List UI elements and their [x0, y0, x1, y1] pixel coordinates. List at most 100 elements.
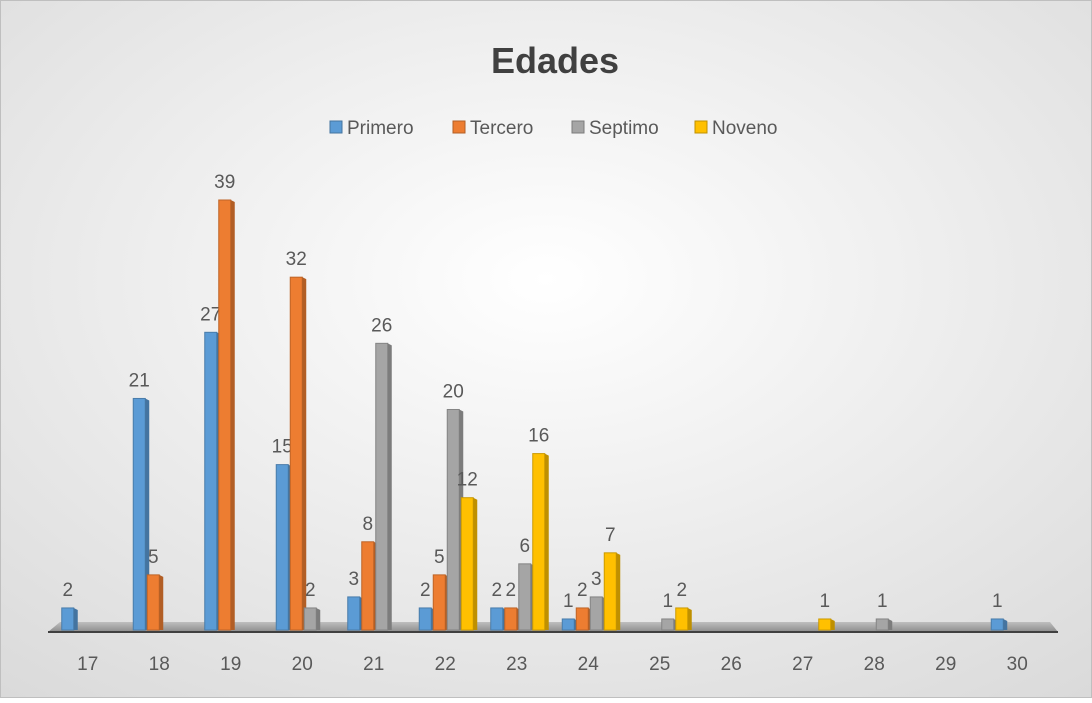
bar	[675, 607, 692, 631]
x-tick-label: 26	[721, 654, 742, 675]
x-tick-label: 18	[149, 654, 170, 675]
bar	[532, 453, 549, 631]
data-label: 6	[519, 536, 530, 557]
bar	[146, 574, 164, 631]
bar-front	[432, 574, 446, 631]
data-label: 3	[591, 569, 602, 590]
bar-front	[490, 607, 504, 631]
legend-swatch	[694, 120, 708, 134]
data-label: 2	[676, 580, 687, 601]
bar-front	[532, 453, 546, 631]
bar-front	[146, 574, 160, 631]
data-label: 3	[348, 569, 359, 590]
data-label: 2	[577, 580, 588, 601]
bar-front	[661, 618, 675, 631]
data-label: 26	[371, 315, 392, 336]
legend-swatch	[452, 120, 466, 134]
bar	[818, 618, 835, 631]
x-tick-label: 22	[435, 654, 456, 675]
bar-front	[61, 607, 75, 631]
bar-front	[361, 541, 375, 631]
bar-side	[1003, 618, 1008, 630]
bar-front	[132, 397, 146, 631]
bar	[375, 342, 392, 631]
bar-front	[675, 607, 689, 631]
data-label: 2	[420, 580, 431, 601]
data-label: 2	[62, 580, 73, 601]
bar-front	[375, 342, 389, 631]
legend-label: Tercero	[470, 118, 533, 139]
bar-side	[302, 277, 307, 630]
x-tick-label: 20	[292, 654, 313, 675]
x-tick-label: 30	[1007, 654, 1028, 675]
bar-front	[460, 497, 474, 631]
bar	[990, 618, 1008, 631]
data-label: 27	[200, 304, 221, 325]
legend-label: Primero	[347, 118, 414, 139]
data-label: 7	[605, 525, 616, 546]
bar-front	[204, 331, 218, 631]
data-label: 5	[148, 547, 159, 568]
bar	[875, 618, 893, 631]
data-label: 2	[505, 580, 516, 601]
x-tick-label: 23	[506, 654, 527, 675]
bar-front	[603, 552, 617, 631]
legend-swatch	[571, 120, 585, 134]
bar	[303, 607, 321, 631]
data-label: 1	[819, 591, 830, 612]
x-tick-label: 17	[77, 654, 98, 675]
x-tick-label: 21	[363, 654, 384, 675]
bar-side	[888, 618, 893, 630]
bar-front	[289, 276, 303, 631]
data-label: 2	[305, 580, 316, 601]
x-tick-label: 28	[864, 654, 885, 675]
x-tick-label: 24	[578, 654, 600, 675]
legend-label: Septimo	[589, 118, 659, 139]
floor	[48, 622, 1058, 632]
bar	[132, 397, 150, 631]
data-label: 21	[129, 370, 150, 391]
x-tick-label: 19	[220, 654, 241, 675]
bar-side	[544, 453, 549, 630]
data-label: 32	[286, 249, 307, 270]
x-tick-label: 29	[935, 654, 956, 675]
bar-side	[616, 552, 621, 630]
bar-front	[275, 464, 289, 631]
data-label: 1	[877, 591, 888, 612]
data-label: 1	[662, 591, 673, 612]
data-label: 39	[214, 172, 235, 193]
bar-side	[387, 343, 392, 630]
data-label: 5	[434, 547, 445, 568]
data-label: 20	[443, 381, 464, 402]
x-tick-label: 25	[649, 654, 670, 675]
legend-label: Noveno	[712, 118, 778, 139]
data-label: 8	[362, 514, 373, 535]
bar-side	[473, 497, 478, 630]
bar-front	[875, 618, 889, 631]
bar-front	[418, 607, 432, 631]
bar	[460, 497, 478, 631]
bar-front	[303, 607, 317, 631]
bar-side	[687, 607, 692, 630]
data-label: 12	[457, 470, 478, 491]
bar-front	[575, 607, 589, 631]
bar	[61, 607, 78, 631]
bar-side	[316, 607, 321, 630]
data-label: 2	[491, 580, 502, 601]
bar	[218, 199, 235, 631]
bar-front	[589, 596, 603, 631]
bar-front	[518, 563, 532, 631]
bar-side	[159, 574, 164, 630]
bar-side	[145, 398, 150, 630]
bar-front	[218, 199, 232, 631]
data-label: 1	[992, 591, 1003, 612]
x-tick-label: 27	[792, 654, 813, 675]
bar-side	[73, 607, 78, 630]
bar-front	[347, 596, 361, 631]
legend-swatch	[329, 120, 343, 134]
bar-front	[990, 618, 1004, 631]
data-label: 1	[563, 591, 574, 612]
bar	[289, 276, 307, 631]
